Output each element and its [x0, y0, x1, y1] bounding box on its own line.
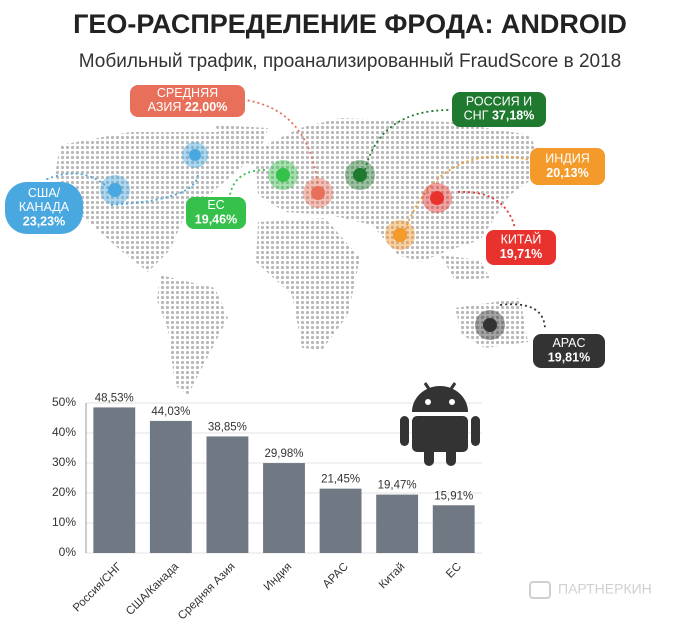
- callout-box: [130, 85, 245, 117]
- callout-name: ИНДИЯ: [545, 152, 590, 166]
- x-tick-label: APAC: [321, 561, 351, 591]
- x-tick-label: Индия: [262, 561, 295, 594]
- x-tick-label: Китай: [377, 561, 407, 591]
- bar: [149, 420, 192, 553]
- callout-text: ЕС: [207, 198, 224, 212]
- marker: [276, 168, 290, 182]
- bar: [376, 494, 419, 553]
- callout-value: 19,71%: [500, 247, 542, 261]
- subtitle: Мобильный трафик, проанализированный Fra…: [79, 51, 621, 72]
- callout-name: ЕС: [207, 198, 224, 212]
- y-tick-label: 20%: [52, 485, 76, 499]
- marker: [393, 228, 407, 242]
- y-tick-label: 50%: [52, 395, 76, 409]
- bar: [432, 505, 475, 553]
- y-tick-label: 10%: [52, 515, 76, 529]
- callout-box: [530, 148, 605, 185]
- callout-name: КАНАДА: [19, 200, 70, 214]
- callout-name: США/: [28, 186, 61, 200]
- marker: [311, 186, 325, 200]
- callout-box: [5, 182, 83, 234]
- watermark: ПАРТНЕРКИН: [558, 581, 652, 597]
- callout-text: АЗИЯ 22,00%: [148, 100, 228, 114]
- x-tick-label: Россия/СНГ: [71, 560, 125, 614]
- callout-text: ИНДИЯ: [545, 152, 590, 166]
- callout-text: КАНАДА: [19, 200, 70, 214]
- callout-box: [486, 230, 556, 265]
- value-label: 19,47%: [378, 480, 417, 492]
- marker: [483, 318, 497, 332]
- value-label: 15,91%: [434, 490, 473, 502]
- callout-value: 19,81%: [548, 350, 590, 364]
- bar: [93, 407, 136, 553]
- y-tick-label: 30%: [52, 455, 76, 469]
- marker: [430, 191, 444, 205]
- android-icon: [400, 382, 480, 466]
- y-tick-label: 40%: [52, 425, 76, 439]
- callout-value: 20,13%: [546, 166, 588, 180]
- callout-box: [533, 334, 605, 368]
- callout-box: [452, 92, 546, 127]
- bar: [206, 436, 249, 553]
- watermark-icon: [529, 581, 551, 599]
- callout-name: APAC: [552, 336, 585, 350]
- marker: [189, 149, 201, 161]
- callout-name: СРЕДНЯЯ: [157, 86, 218, 100]
- callout-name: РОССИЯ И: [466, 95, 532, 109]
- marker: [353, 168, 367, 182]
- callout-name: АЗИЯ: [148, 100, 182, 114]
- bar: [263, 463, 305, 553]
- callout-name: СНГ: [464, 109, 489, 123]
- bar: [319, 488, 362, 553]
- value-label: 44,03%: [151, 406, 190, 418]
- callout-value: 37,18%: [492, 109, 534, 123]
- title: ГЕО-РАСПРЕДЕЛЕНИЕ ФРОДА: ANDROID: [73, 9, 627, 39]
- callout-text: РОССИЯ И: [466, 95, 532, 109]
- x-tick-label: ЕС: [444, 561, 464, 581]
- connector-lines: [44, 99, 546, 331]
- value-label: 29,98%: [264, 448, 303, 460]
- value-label: 21,45%: [321, 474, 360, 486]
- callout-value: 19,46%: [195, 212, 237, 226]
- callout-text: США/: [28, 186, 61, 200]
- callout-name: КИТАЙ: [501, 232, 542, 247]
- marker: [108, 183, 122, 197]
- callout-text: КИТАЙ: [501, 232, 542, 247]
- x-tick-label: Средняя Азия: [176, 561, 238, 623]
- callout-text: СРЕДНЯЯ: [157, 86, 218, 100]
- value-label: 48,53%: [95, 392, 134, 404]
- value-label: 38,85%: [208, 421, 247, 433]
- callout-box: [186, 197, 246, 229]
- callout-text: СНГ 37,18%: [464, 109, 535, 123]
- callout-value: 23,23%: [23, 214, 65, 228]
- x-tick-label: США/Канада: [124, 560, 181, 617]
- y-tick-label: 0%: [59, 545, 77, 559]
- callout-text: APAC: [552, 336, 585, 350]
- world-map: [55, 118, 545, 395]
- callout-value: 22,00%: [185, 100, 227, 114]
